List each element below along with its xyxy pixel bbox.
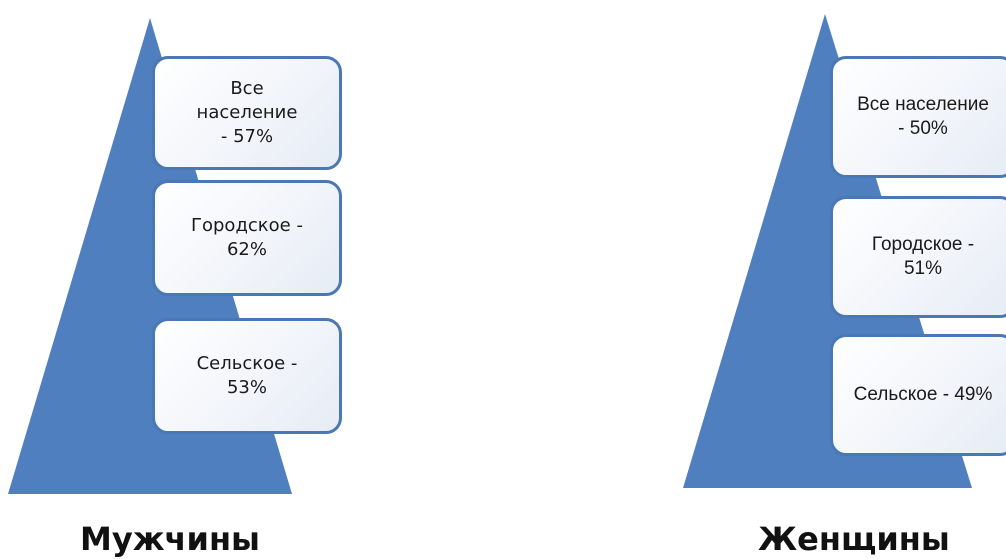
pyramid-men-level-urban-text: Городское - 62% (191, 215, 303, 260)
pyramid-men-level-rural: Сельское - 53% (152, 318, 342, 434)
pyramid-women-level-urban-text: Городское - 51% (871, 234, 975, 279)
pyramid-women-level-all-text: Все население - 50% (857, 94, 989, 139)
pyramid-men-label: Мужчины (80, 520, 260, 558)
pyramid-men: Все население - 57% Городское - 62% Сель… (0, 0, 500, 559)
pyramid-women: Все население - 50% Городское - 51% Сель… (500, 0, 1006, 559)
pyramid-women-level-urban: Городское - 51% (830, 196, 1006, 318)
pyramid-women-label: Женщины (758, 520, 950, 558)
pyramid-men-level-all-text: Все население - 57% (196, 78, 298, 147)
pyramid-women-level-all: Все население - 50% (830, 56, 1006, 178)
pyramid-women-level-rural-text: Сельское - 49% (853, 384, 993, 405)
pyramid-men-level-rural-text: Сельское - 53% (196, 353, 298, 398)
pyramid-men-level-all: Все население - 57% (152, 56, 342, 170)
pyramid-women-level-rural: Сельское - 49% (830, 334, 1006, 456)
pyramid-men-level-urban: Городское - 62% (152, 180, 342, 296)
